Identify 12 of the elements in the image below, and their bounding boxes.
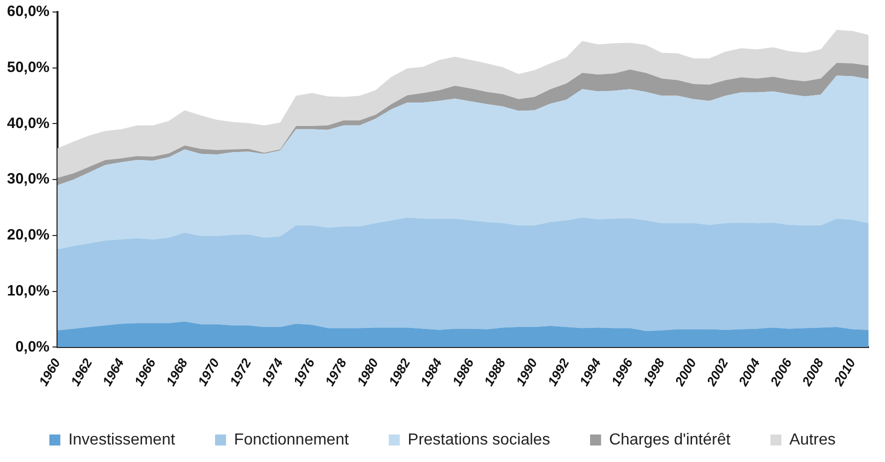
- y-tick-label: 50,0%: [6, 59, 50, 76]
- y-tick-label: 60,0%: [6, 3, 50, 20]
- legend-label: Autres: [789, 431, 836, 448]
- y-tick-label: 10,0%: [6, 282, 50, 300]
- y-tick-label: 40,0%: [6, 114, 50, 132]
- y-tick-label: 30,0%: [6, 170, 50, 188]
- y-tick-label: 0,0%: [15, 338, 50, 356]
- y-tick-label: 20,0%: [6, 226, 50, 244]
- legend-label: Prestations sociales: [408, 431, 550, 448]
- legend-label: Investissement: [68, 431, 176, 448]
- legend-label: Charges d'intérêt: [609, 431, 731, 448]
- legend-label: Fonctionnement: [234, 431, 350, 448]
